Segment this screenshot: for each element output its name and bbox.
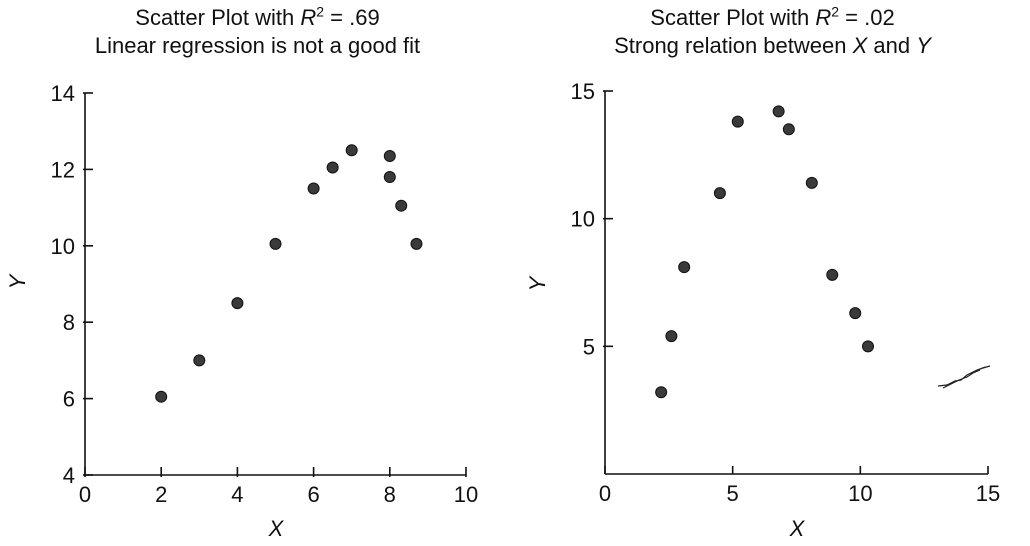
chart-subtitle-left-text: Linear regression is not a good fit (94, 33, 421, 58)
y-tick-label-left: 12 (51, 157, 75, 182)
data-point-right (782, 123, 795, 136)
x-tick-label-right: 5 (727, 481, 739, 506)
data-point-right (861, 340, 874, 353)
y-axis-title-left: Y (5, 273, 30, 289)
chart-title-right-prefix: Scatter Plot with (650, 5, 816, 30)
data-point-right (772, 105, 785, 118)
chart-title-left-prefix: Scatter Plot with (135, 5, 301, 30)
y-tick-label-left: 4 (63, 463, 75, 488)
chart-subtitle-right-x: X (852, 33, 868, 58)
scatter-plot-right: 0 5 10 15 5 10 15 X Y (525, 79, 1000, 541)
data-point-right (713, 187, 726, 200)
data-point-left (231, 297, 244, 310)
chart-title-right-value: = .02 (839, 5, 895, 30)
data-point-right (849, 307, 862, 320)
x-axis-title-right: X (789, 516, 806, 541)
data-point-right (678, 261, 691, 274)
data-point-left (307, 182, 320, 195)
chart-title-right-sup: 2 (831, 3, 840, 20)
x-axis-title-left: X (268, 516, 285, 541)
chart-title-left-value: = .69 (324, 5, 380, 30)
chart-title-left-r: R (300, 5, 317, 30)
data-point-right (665, 330, 678, 343)
chart-title-right: Scatter Plot with R2 = .02 (515, 4, 1030, 32)
chart-title-left: Scatter Plot with R2 = .69 (0, 4, 515, 32)
pen-scribble-mark (937, 365, 991, 389)
chart-subtitle-right-a: Strong relation between (614, 33, 853, 58)
y-tick-label-right: 15 (571, 79, 595, 104)
x-tick-label-left: 6 (307, 482, 319, 507)
data-point-left (383, 150, 396, 163)
y-tick-label-left: 8 (63, 310, 75, 335)
data-point-left (383, 171, 396, 184)
y-tick-label-left: 10 (51, 234, 75, 259)
data-point-right (731, 115, 744, 128)
chart-subtitle-left: Linear regression is not a good fit (0, 32, 515, 60)
x-tick-label-right: 15 (976, 481, 1000, 506)
x-tick-label-left: 8 (384, 482, 396, 507)
scatter-plot-left: 0 2 4 6 8 10 4 6 8 10 12 14 X Y (5, 81, 478, 541)
data-point-left (326, 161, 339, 174)
data-point-left (395, 199, 408, 212)
data-point-right (805, 176, 818, 189)
data-point-left (410, 237, 423, 250)
x-tick-label-left: 2 (155, 482, 167, 507)
data-point-right (826, 268, 839, 281)
data-point-left (345, 144, 358, 157)
x-tick-label-left: 4 (231, 482, 243, 507)
y-tick-label-right: 10 (571, 207, 595, 232)
data-point-left (155, 390, 168, 403)
chart-panel-right: Scatter Plot with R2 = .02 Strong relati… (515, 0, 1030, 546)
x-tick-label-left: 0 (79, 482, 91, 507)
chart-subtitle-right: Strong relation between X and Y (515, 32, 1030, 60)
y-axis-title-right: Y (525, 275, 550, 291)
y-tick-label-left: 6 (63, 387, 75, 412)
data-point-right (655, 386, 668, 399)
chart-subtitle-right-y: Y (916, 33, 931, 58)
y-tick-label-left: 14 (51, 81, 75, 106)
x-tick-label-left: 10 (454, 482, 478, 507)
x-tick-label-right: 0 (599, 481, 611, 506)
chart-panel-left: Scatter Plot with R2 = .69 Linear regres… (0, 4, 515, 541)
y-tick-label-right: 5 (583, 334, 595, 359)
chart-title-left-sup: 2 (316, 3, 325, 20)
x-tick-label-right: 10 (848, 481, 872, 506)
chart-title-right-r: R (815, 5, 832, 30)
data-point-left (193, 354, 206, 367)
chart-subtitle-right-b: and (867, 33, 917, 58)
data-point-left (269, 237, 282, 250)
